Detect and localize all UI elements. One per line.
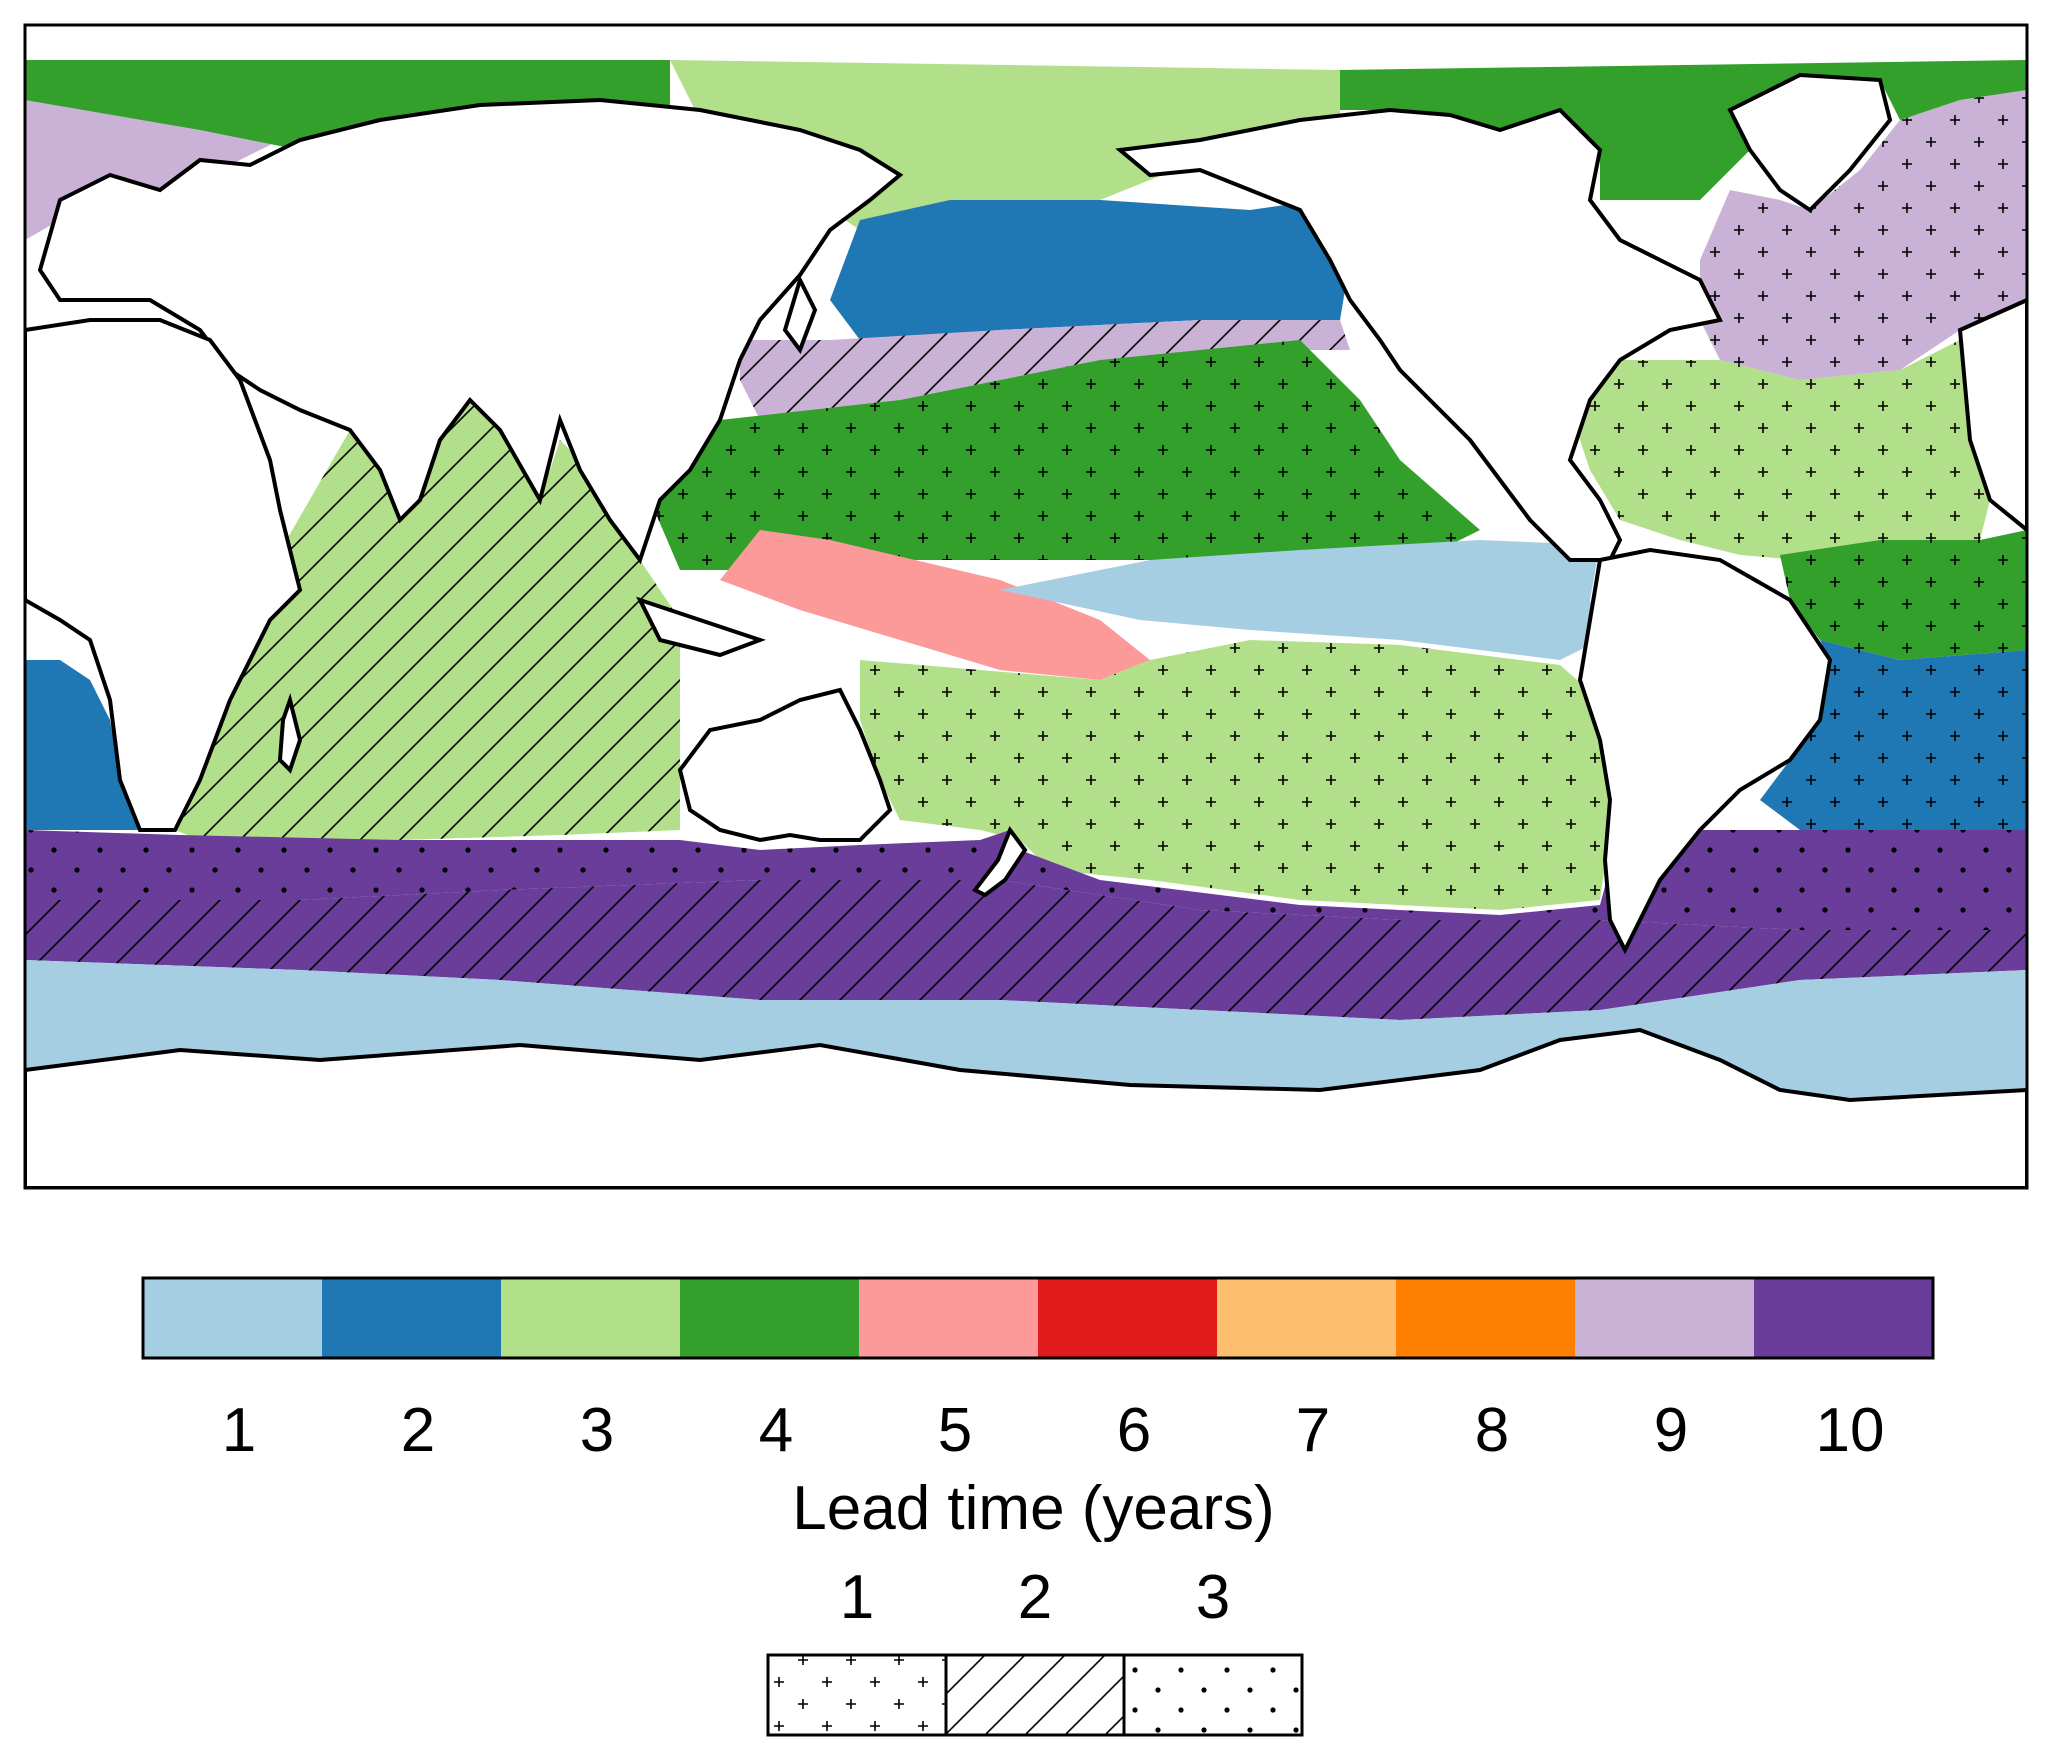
colorbar-swatch-5 [859,1278,1039,1358]
eurasia [37,97,904,565]
colorbar-title: Lead time (years) [792,1474,1275,1543]
madagascar [277,693,303,774]
colorbar-tick-1: 1 [221,1396,257,1465]
colorbar-tick-9: 9 [1653,1396,1689,1465]
pattern-swatch-plus [768,1655,946,1735]
colorbar-tick-8: 8 [1474,1396,1510,1465]
region-southern-ocean-south-band-pattern [25,880,2027,1020]
region-bering-light-green [670,60,1340,230]
colorbar-swatch-3 [501,1278,681,1358]
colorbar [143,1278,1934,1358]
north-america [1115,107,1723,562]
new-zealand [971,825,1028,898]
region-southern-ocean-north-band-pattern [25,830,2027,930]
colorbar-swatch-9 [1575,1278,1755,1358]
region-canada-arctic-green [1340,60,2027,200]
east-america-edge [1957,297,2027,533]
colorbar-swatch-7 [1217,1278,1397,1358]
greenland [1727,72,1893,213]
colorbar-tick-4: 4 [758,1396,794,1465]
south-america [1577,547,1833,955]
pattern-tick-3: 3 [1195,1563,1231,1632]
japan [782,274,818,355]
antarctica [25,1027,2027,1188]
colorbar-tick-7: 7 [1295,1396,1331,1465]
australia [677,687,893,843]
pattern-swatch-dot [1124,1655,1302,1735]
region-tropical-atlantic-green-pattern [1780,530,2027,660]
region-south-pacific-pattern [860,640,1610,910]
map-panel [25,25,2027,1188]
region-western-pacific-pink [720,530,1150,680]
colorbar-tick-6: 6 [1116,1396,1152,1465]
colorbar-swatch-1 [143,1278,323,1358]
colorbar-tick-5: 5 [937,1396,973,1465]
colorbar-swatch-10 [1754,1278,1934,1358]
colorbar-swatch-6 [1038,1278,1218,1358]
region-antarctic-margin [25,960,2027,1100]
pattern-swatch-hatch [946,1655,1124,1735]
region-north-atlantic-purple-pattern [1700,90,2027,380]
land-masses [25,72,2027,1188]
region-subtropical-north-atlantic-pattern [1560,340,1990,560]
region-southeast-atlantic-blue [25,660,140,830]
colorbar-swatch-8 [1396,1278,1576,1358]
pattern-tick-2: 2 [1017,1563,1053,1632]
africa [25,318,303,832]
region-indian-ocean-pattern [175,400,680,840]
colorbar-tick-3: 3 [579,1396,615,1465]
colorbar-swatch-2 [322,1278,502,1358]
region-eastern-equatorial-pacific [1000,540,1600,660]
colorbar-tick-2: 2 [400,1396,436,1465]
colorbar-swatch-4 [680,1278,860,1358]
map-frame [23,23,2029,1190]
pattern-legend [766,1653,1304,1737]
pattern-tick-1: 1 [839,1563,875,1632]
colorbar-frame [141,1276,1935,1360]
region-subtropical-north-pacific-pattern [650,340,1480,570]
colorbar-tick-10: 10 [1815,1396,1885,1465]
region-kuroshio-purple-pattern [740,320,1350,420]
indonesia [636,596,766,658]
region-north-pacific-blue [830,200,1350,340]
